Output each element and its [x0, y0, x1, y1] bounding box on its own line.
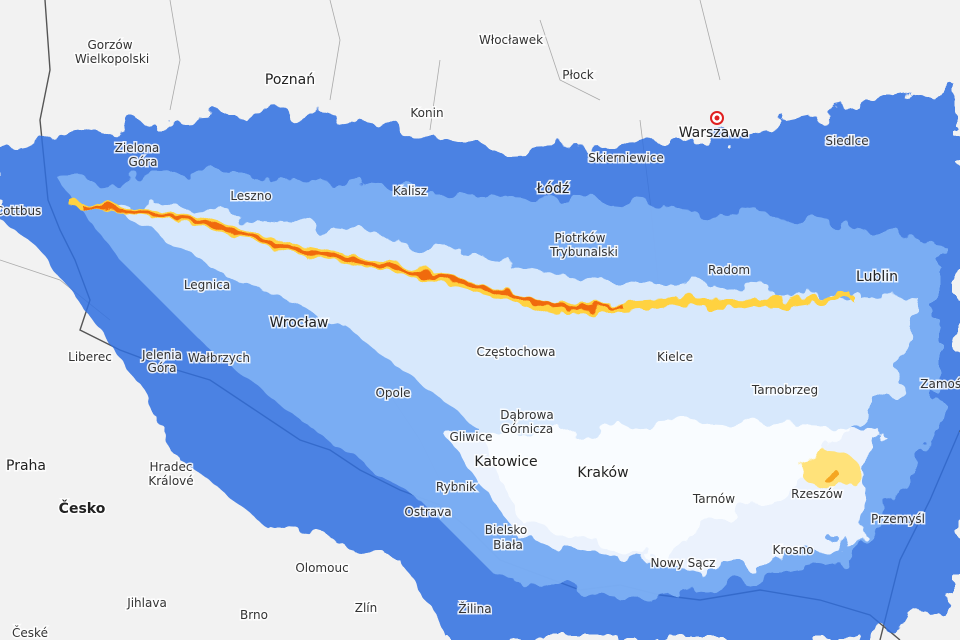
place-label: Rzeszów: [791, 487, 843, 501]
place-label: Skierniewice: [588, 151, 663, 165]
place-label: Opole: [375, 386, 410, 400]
place-label: Zlín: [355, 601, 378, 615]
place-label: Žilina: [458, 601, 491, 616]
place-label: Katowice: [474, 454, 537, 470]
place-label: Kalisz: [393, 184, 427, 198]
place-label: Zamość: [920, 377, 960, 391]
place-label: Praha: [6, 458, 46, 474]
place-label: Bielsko: [485, 523, 527, 537]
place-label: Biała: [493, 538, 523, 552]
capital-marker-dot: [714, 115, 720, 121]
place-label: České: [12, 625, 48, 640]
radar-echo: [0, 90, 960, 640]
place-label: Wałbrzych: [188, 351, 250, 365]
place-label: Tarnobrzeg: [751, 383, 818, 397]
place-label: Legnica: [184, 278, 230, 292]
place-label: Płock: [562, 68, 594, 82]
place-label: Jelenia: [141, 348, 182, 362]
place-label: Kielce: [657, 350, 693, 364]
place-label: Włocławek: [479, 33, 543, 47]
place-label: Krosno: [772, 543, 813, 557]
place-label: Brno: [240, 608, 268, 622]
place-label: Siedlce: [825, 134, 868, 148]
place-label: Warszawa: [679, 125, 750, 141]
place-label: Wrocław: [270, 315, 329, 331]
place-label: Nowy Sącz: [651, 556, 716, 570]
place-label: Górnicza: [501, 422, 554, 436]
place-label: Gorzów: [87, 38, 132, 52]
place-label: Góra: [129, 155, 158, 169]
place-label: Jihlava: [126, 596, 167, 610]
place-label: Częstochowa: [476, 345, 555, 359]
place-label: Lublin: [856, 269, 898, 285]
place-label: Ostrava: [404, 505, 451, 519]
place-label: Zielona: [115, 141, 160, 155]
place-label: Rybnik: [436, 480, 476, 494]
place-label: Poznań: [265, 72, 315, 88]
place-label: Hradec: [150, 460, 193, 474]
place-label: Olomouc: [295, 561, 348, 575]
place-label: Leszno: [230, 189, 271, 203]
place-label: Trybunalski: [549, 245, 618, 259]
place-label: Kraków: [577, 465, 628, 481]
place-label: Radom: [708, 263, 750, 277]
place-label: Gliwice: [449, 430, 492, 444]
place-label: Cottbus: [0, 204, 41, 218]
place-label: Łódź: [536, 181, 570, 197]
place-label: Przemyśl: [871, 512, 925, 526]
place-labels: Gorzów Wielkopolski Włocławek Poznań Pło…: [0, 32, 960, 640]
place-label: Góra: [148, 361, 177, 375]
country-label: Česko: [59, 499, 106, 517]
place-label: Tarnów: [692, 492, 735, 506]
place-label: Konin: [410, 106, 443, 120]
place-label: Wielkopolski: [75, 52, 149, 66]
place-label: Liberec: [68, 350, 112, 364]
place-label: Dąbrowa: [500, 408, 553, 422]
radar-intense: [70, 200, 860, 488]
place-label: Piotrków: [555, 231, 606, 245]
place-label: Králové: [148, 474, 193, 488]
